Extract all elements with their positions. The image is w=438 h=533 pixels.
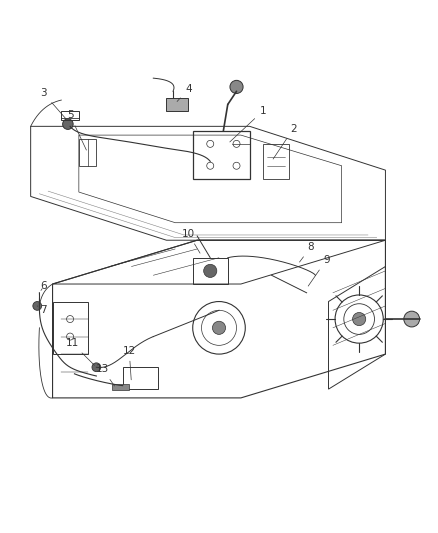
Text: 4: 4 [177,84,192,101]
Circle shape [230,80,243,93]
Bar [112,384,129,390]
Bar [193,258,228,284]
Text: 11: 11 [66,338,95,365]
Text: 12: 12 [123,345,136,380]
Bar [263,144,289,179]
Circle shape [404,311,420,327]
Circle shape [63,119,73,130]
Bar [53,302,88,354]
Circle shape [204,264,217,278]
Text: 10: 10 [182,229,200,253]
Bar [79,140,96,166]
Text: 13: 13 [96,365,114,386]
Text: 9: 9 [308,255,330,286]
Circle shape [33,302,42,310]
Bar [123,367,158,389]
Text: 7: 7 [37,305,47,316]
Bar [166,98,188,111]
Text: 2: 2 [273,124,297,159]
Text: 6: 6 [40,281,47,291]
Text: 1: 1 [230,106,266,142]
Text: 8: 8 [300,242,314,262]
Circle shape [212,321,226,334]
Text: 3: 3 [40,88,66,119]
Bar [61,111,79,120]
Text: 5: 5 [67,110,86,150]
Circle shape [92,363,101,372]
Circle shape [353,312,366,326]
